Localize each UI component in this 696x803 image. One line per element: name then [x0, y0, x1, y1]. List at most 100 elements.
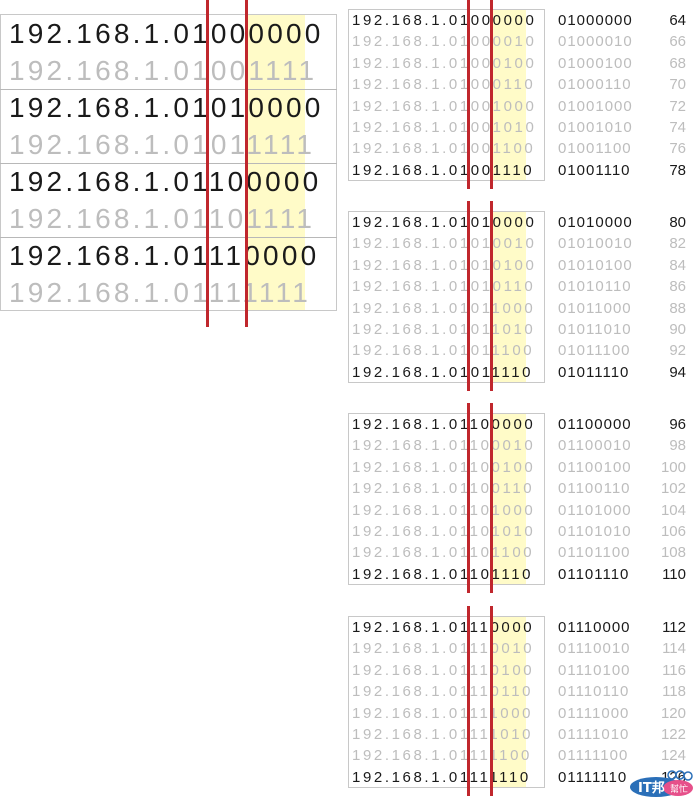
ip-address-row: 192.168.1.01111000 01111000 120 — [0, 703, 696, 724]
subnet-boundary-line — [245, 0, 248, 327]
binary-value: 01001000 — [558, 97, 633, 115]
ip-address-row: 192.168.1.01000000 — [0, 15, 337, 52]
svg-text:IT邦: IT邦 — [638, 780, 665, 796]
decimal-value: 70 — [669, 76, 686, 94]
ip-address: 192.168.1.01110110 — [352, 683, 534, 701]
ip-address: 192.168.1.01011010 — [352, 321, 536, 338]
ip-address: 192.168.1.01101111 — [9, 203, 316, 234]
binary-value: 01101100 — [558, 544, 631, 562]
binary-value: 01110000 — [558, 619, 631, 636]
ip-address: 192.168.1.01001111 — [9, 55, 318, 86]
binary-value: 01110110 — [558, 683, 630, 701]
row-divider — [0, 163, 337, 164]
binary-value: 01011000 — [558, 299, 632, 317]
ip-address-row: 192.168.1.01010010 01010010 82 — [0, 233, 696, 254]
binary-value: 01001100 — [558, 140, 632, 158]
ip-address: 192.168.1.01110000 — [9, 240, 320, 271]
ip-address-row: 192.168.1.01000110 01000110 70 — [0, 74, 696, 95]
binary-value: 01111100 — [558, 747, 629, 765]
subnet-boundary-line — [490, 606, 493, 796]
ip-address: 192.168.1.01000110 — [352, 76, 536, 94]
ip-address-row: 192.168.1.01101010 01101010 106 — [0, 521, 696, 542]
binary-value: 01000010 — [558, 33, 633, 51]
ip-address: 192.168.1.01111100 — [352, 747, 532, 765]
decimal-value: 68 — [669, 54, 686, 72]
ip-address: 192.168.1.01111000 — [352, 704, 534, 722]
ip-address-row: 192.168.1.01001000 01001000 72 — [0, 96, 696, 117]
ip-address: 192.168.1.01011110 — [352, 363, 534, 381]
ip-address: 192.168.1.01101100 — [352, 544, 535, 562]
highlight-band — [493, 9, 526, 180]
ip-address: 192.168.1.01010000 — [9, 92, 324, 123]
row-divider — [0, 237, 337, 238]
ip-address: 192.168.1.01100110 — [352, 480, 535, 498]
ip-address-row: 192.168.1.01100010 01100010 98 — [0, 435, 696, 456]
binary-value: 01000100 — [558, 54, 633, 72]
ip-address-row: 192.168.1.01100100 01100100 100 — [0, 457, 696, 478]
decimal-value: 110 — [662, 565, 686, 583]
ip-address: 192.168.1.01001010 — [352, 119, 537, 136]
decimal-value: 114 — [662, 640, 686, 658]
ip-address-row: 192.168.1.01011110 01011110 94 — [0, 362, 696, 383]
ip-address-row: 192.168.1.01101111 — [0, 200, 337, 237]
ip-address: 192.168.1.01110010 — [352, 640, 535, 658]
svg-text:幫忙: 幫忙 — [670, 783, 688, 795]
table-border — [0, 14, 337, 311]
ip-address-row: 192.168.1.01110110 01110110 118 — [0, 681, 696, 702]
ip-address: 192.168.1.01001000 — [352, 97, 537, 115]
ip-address: 192.168.1.01010110 — [352, 278, 536, 296]
ip-address: 192.168.1.01000000 — [352, 12, 537, 29]
decimal-value: 76 — [669, 140, 686, 158]
ip-address: 192.168.1.01101010 — [352, 523, 536, 540]
ip-address-row: 192.168.1.01001100 01001100 76 — [0, 138, 696, 159]
ip-address-row: 192.168.1.01111100 01111100 124 — [0, 745, 696, 766]
ip-address-row: 192.168.1.01111010 01111010 122 — [0, 724, 696, 745]
watermark-logo: IT邦 幫忙 — [628, 770, 694, 798]
binary-value: 01101010 — [558, 523, 632, 540]
decimal-value: 112 — [662, 619, 686, 636]
ip-address: 192.168.1.01010000 — [352, 214, 537, 231]
decimal-value: 72 — [669, 97, 686, 115]
highlight-band — [493, 616, 526, 787]
highlight-band — [493, 413, 526, 584]
ip-address: 192.168.1.01011111 — [9, 129, 316, 160]
ip-address-row: 192.168.1.01000000 01000000 64 — [0, 10, 696, 31]
decimal-value: 120 — [660, 704, 686, 722]
decimal-value: 104 — [660, 501, 686, 519]
binary-value: 01010000 — [558, 214, 633, 231]
ip-address: 192.168.1.01100100 — [352, 458, 536, 476]
ip-address: 192.168.1.01000100 — [352, 54, 537, 72]
ip-address-row: 192.168.1.01110000 01110000 112 — [0, 617, 696, 638]
ip-address-row: 192.168.1.01010000 — [0, 89, 337, 126]
decimal-value: 78 — [669, 161, 686, 179]
decimal-value: 98 — [669, 437, 686, 455]
ip-address: 192.168.1.01101110 — [352, 565, 534, 583]
binary-value: 01000110 — [558, 76, 632, 94]
subnet-boundary-line — [490, 201, 493, 391]
binary-value: 01010100 — [558, 256, 633, 274]
ip-address-row: 192.168.1.01100000 01100000 96 — [0, 414, 696, 435]
binary-value: 01100000 — [558, 416, 632, 433]
ip-address-row: 192.168.1.01100110 01100110 102 — [0, 478, 696, 499]
ip-address-row: 192.168.1.01010000 01010000 80 — [0, 212, 696, 233]
ip-address-row: 192.168.1.01011100 01011100 92 — [0, 340, 696, 361]
decimal-value: 100 — [660, 458, 686, 476]
ip-address-row: 192.168.1.01010110 01010110 86 — [0, 276, 696, 297]
ip-address-row: 192.168.1.01110000 — [0, 237, 337, 274]
ip-address-row: 192.168.1.01010100 01010100 84 — [0, 255, 696, 276]
binary-value: 01101110 — [558, 565, 630, 583]
ip-address: 192.168.1.01100000 — [352, 416, 536, 433]
ip-address-row: 192.168.1.01110010 01110010 114 — [0, 638, 696, 659]
block-border — [348, 616, 545, 788]
binary-value: 01011010 — [558, 321, 632, 338]
decimal-value: 96 — [669, 416, 686, 433]
ip-address: 192.168.1.01111110 — [352, 768, 531, 786]
binary-value: 01100100 — [558, 458, 632, 476]
ip-address: 192.168.1.01100010 — [352, 437, 536, 455]
ip-address: 192.168.1.01010010 — [352, 235, 537, 253]
decimal-value: 84 — [669, 256, 686, 274]
ip-address-row: 192.168.1.01101000 01101000 104 — [0, 500, 696, 521]
network-boundary-line — [467, 606, 470, 796]
ip-address: 192.168.1.01001110 — [352, 161, 535, 179]
block-border — [348, 211, 545, 383]
